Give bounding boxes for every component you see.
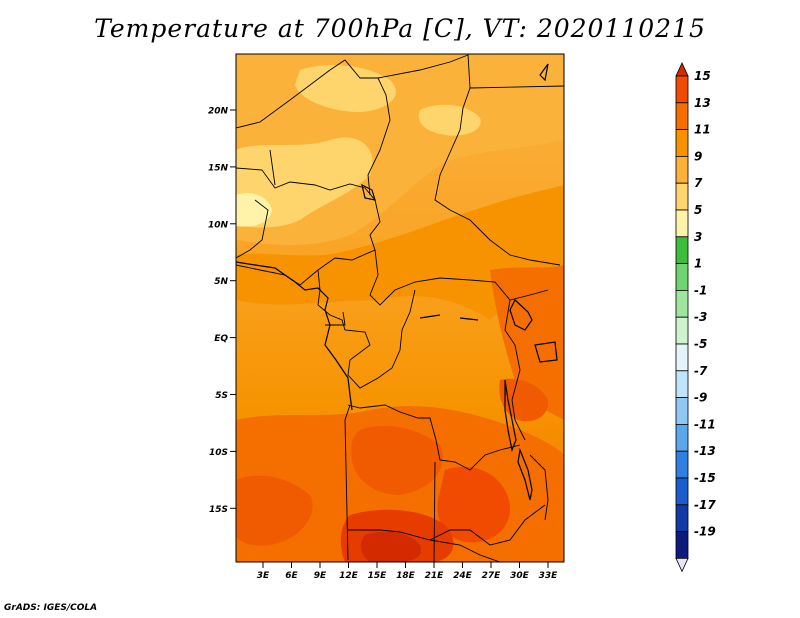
lat-tick-label: 20N [208,107,229,117]
lon-tick-label: 30E [510,571,530,581]
lon-tick-label: 15E [368,571,388,581]
colorbar-label: 13 [694,96,711,110]
colorbar-swatch [675,102,689,131]
colorbar-swatch [675,477,689,506]
colorbar-swatch [675,370,689,398]
lat-tick-label: 5S [215,391,228,401]
colorbar-label: -13 [694,444,716,458]
colorbar-label: -5 [694,337,707,351]
colorbar-swatch [675,343,689,372]
lat-tick-label: 5N [214,277,228,287]
latitude-axis: 20N 15N 10N 5N EQ 5S 10S 15S [208,107,236,515]
lat-tick-label: 10N [208,220,229,230]
colorbar-swatch [675,423,689,452]
colorbar-swatch [675,397,689,425]
colorbar-label: 5 [694,203,702,217]
colorbar-swatch [675,129,689,157]
colorbar-label: 3 [694,230,702,244]
colorbar-swatch [675,182,689,211]
lon-tick-label: 21E [425,571,445,581]
colorbar-label: -1 [694,283,707,297]
colorbar-swatch [675,236,689,265]
longitude-axis: 3E 6E 9E 12E 15E 18E 21E 24E 27E 30E 33E [257,562,558,581]
lat-tick-label: 15N [208,163,229,173]
lon-tick-label: 12E [339,571,359,581]
colorbar-swatch [675,155,689,184]
lat-tick-label: 15S [209,505,228,515]
colorbar-bottom-arrow [675,558,689,573]
coastlines [236,63,558,501]
colorbar-label: 7 [694,176,703,190]
country-borders [236,54,564,562]
colorbar-swatch [675,263,689,291]
temperature-field [236,54,564,562]
colorbar-swatch [675,504,689,532]
lon-tick-label: 27E [482,571,502,581]
colorbar-label: -7 [694,364,708,378]
chart-title: Temperature at 700hPa [C], VT: 202011021… [94,14,706,43]
colorbar-swatch [675,209,689,238]
colorbar-label: -9 [694,391,707,405]
colorbar-label: 11 [694,123,711,137]
colorbar-label: 1 [694,257,702,271]
colorbar-label: 15 [694,69,711,83]
lon-tick-label: 6E [285,571,298,581]
colorbar-swatch [675,531,689,559]
lon-tick-label: 9E [314,571,327,581]
grads-credit: GrADS: IGES/COLA [4,603,98,613]
colorbar-label: -19 [694,525,716,539]
colorbar-swatch [675,316,689,345]
colorbar-label: -11 [694,417,716,431]
colorbar-top-arrow [675,62,689,77]
lon-tick-label: 33E [539,571,559,581]
colorbar-swatch [675,289,689,318]
lat-tick-label: EQ [214,334,228,344]
colorbar-label: -3 [694,310,707,324]
colorbar-swatch [675,450,689,479]
lon-tick-label: 18E [396,571,416,581]
colorbar-label: -15 [694,471,716,485]
lat-tick-label: 10S [209,448,228,458]
lon-tick-label: 3E [257,571,270,581]
color-legend: 15 13 11 9 7 5 3 1 -1 -3 -5 -7 -9 -11 -13 -15 -17 -19 [675,62,716,573]
colorbar-label: -17 [694,498,716,512]
colorbar-swatch [675,75,689,104]
colorbar-label: 9 [694,149,702,163]
lon-tick-label: 24E [453,571,473,581]
